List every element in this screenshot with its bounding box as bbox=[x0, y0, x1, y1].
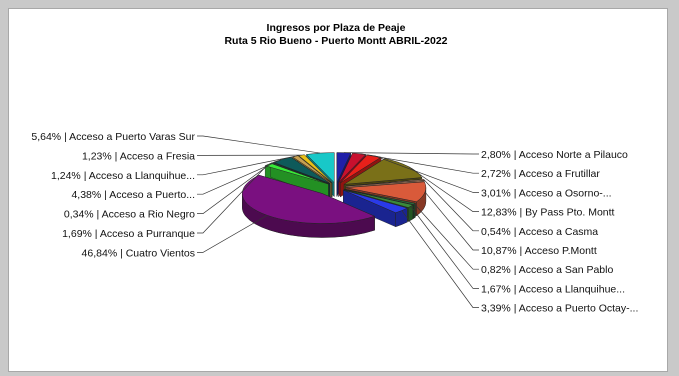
slice-label: 1,23% | Acceso a Fresia bbox=[82, 150, 195, 162]
slice-labels: 2,80% | Acceso Norte a Pilauco 2,72% | Ac… bbox=[31, 131, 638, 315]
slice-label: 5,64% | Acceso a Puerto Varas Sur bbox=[31, 131, 195, 143]
leader-line bbox=[197, 135, 321, 154]
pie-chart: Ingresos por Plaza de Peaje Ruta 5 Rio B… bbox=[31, 22, 638, 315]
slice-label: 10,87% | Acceso P.Montt bbox=[481, 245, 597, 257]
chart-subtitle: Ruta 5 Rio Bueno - Puerto Montt ABRIL-20… bbox=[224, 35, 447, 47]
slice-label: 2,72% | Acceso a Frutillar bbox=[481, 168, 600, 180]
slice-label: 2,80% | Acceso Norte a Pilauco bbox=[481, 149, 628, 161]
leader-line bbox=[359, 153, 479, 174]
slice-label: 0,82% | Acceso a San Pablo bbox=[481, 264, 613, 276]
leader-line bbox=[374, 155, 479, 193]
slice-label: 1,69% | Acceso a Purranque bbox=[62, 228, 195, 240]
leader-line bbox=[197, 164, 269, 234]
pie-slice-15 bbox=[305, 152, 335, 184]
slice-label: 0,54% | Acceso a Casma bbox=[481, 226, 598, 238]
slice-label: 3,39% | Acceso a Puerto Octay-... bbox=[481, 303, 638, 315]
pie-slice-3 bbox=[343, 158, 423, 185]
slice-label: 1,24% | Acceso a Llanquihue... bbox=[51, 170, 195, 182]
leader-line bbox=[424, 191, 479, 251]
slice-label: 0,34% | Acceso a Rio Negro bbox=[64, 209, 195, 221]
leader-line bbox=[197, 155, 296, 176]
leader-line bbox=[197, 162, 272, 214]
leader-line bbox=[197, 159, 282, 195]
slice-label: 12,83% | By Pass Pto. Montt bbox=[481, 207, 615, 219]
leader-line bbox=[414, 203, 479, 270]
pie-slice-6 bbox=[344, 188, 416, 205]
pie-slices bbox=[242, 152, 427, 238]
slice-label: 1,67% | Acceso a Llanquihue... bbox=[481, 283, 625, 295]
slice-label: 46,84% | Cuatro Vientos bbox=[82, 247, 195, 259]
leader-lines bbox=[197, 135, 479, 308]
leader-line bbox=[343, 152, 479, 155]
leader-line bbox=[423, 179, 479, 232]
leader-line bbox=[197, 215, 268, 253]
chart-title: Ingresos por Plaza de Peaje bbox=[267, 22, 406, 34]
leader-line bbox=[401, 210, 479, 308]
slice-label: 4,38% | Acceso a Puerto... bbox=[71, 189, 195, 201]
chart-panel: Ingresos por Plaza de Peaje Ruta 5 Rio B… bbox=[8, 8, 668, 372]
window-frame: Ingresos por Plaza de Peaje Ruta 5 Rio B… bbox=[2, 2, 674, 374]
leader-line bbox=[408, 166, 479, 212]
slice-label: 3,01% | Acceso a Osorno-... bbox=[481, 187, 612, 199]
leader-line bbox=[410, 206, 479, 289]
